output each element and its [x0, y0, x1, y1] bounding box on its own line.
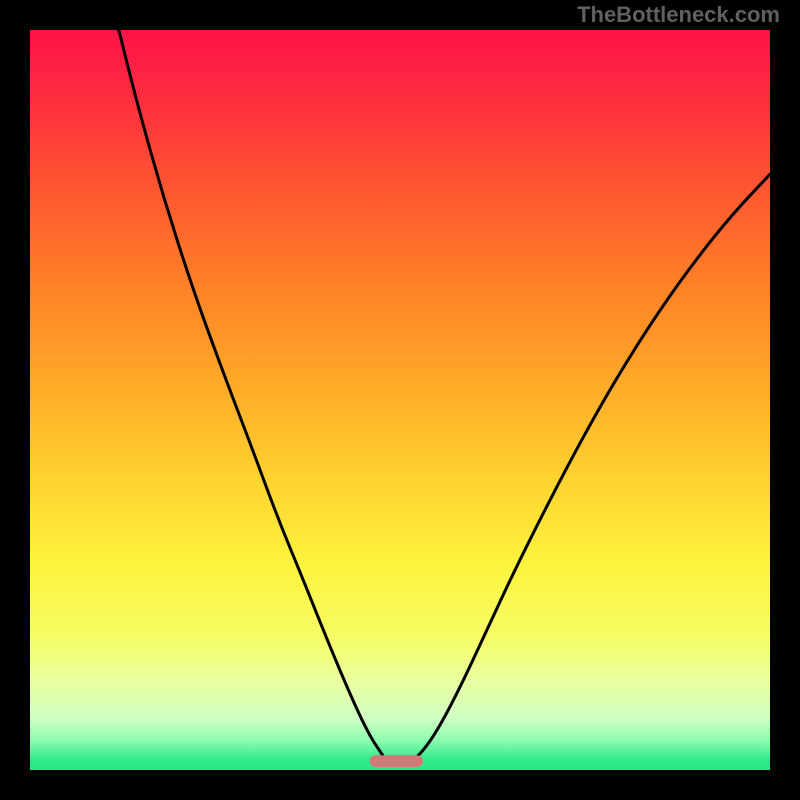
- optimal-marker: [370, 755, 423, 767]
- background-gradient: [30, 30, 770, 770]
- chart-container: TheBottleneck.com: [0, 0, 800, 800]
- watermark-text: TheBottleneck.com: [577, 2, 780, 28]
- plot-area: [30, 30, 770, 770]
- chart-svg: [30, 30, 770, 770]
